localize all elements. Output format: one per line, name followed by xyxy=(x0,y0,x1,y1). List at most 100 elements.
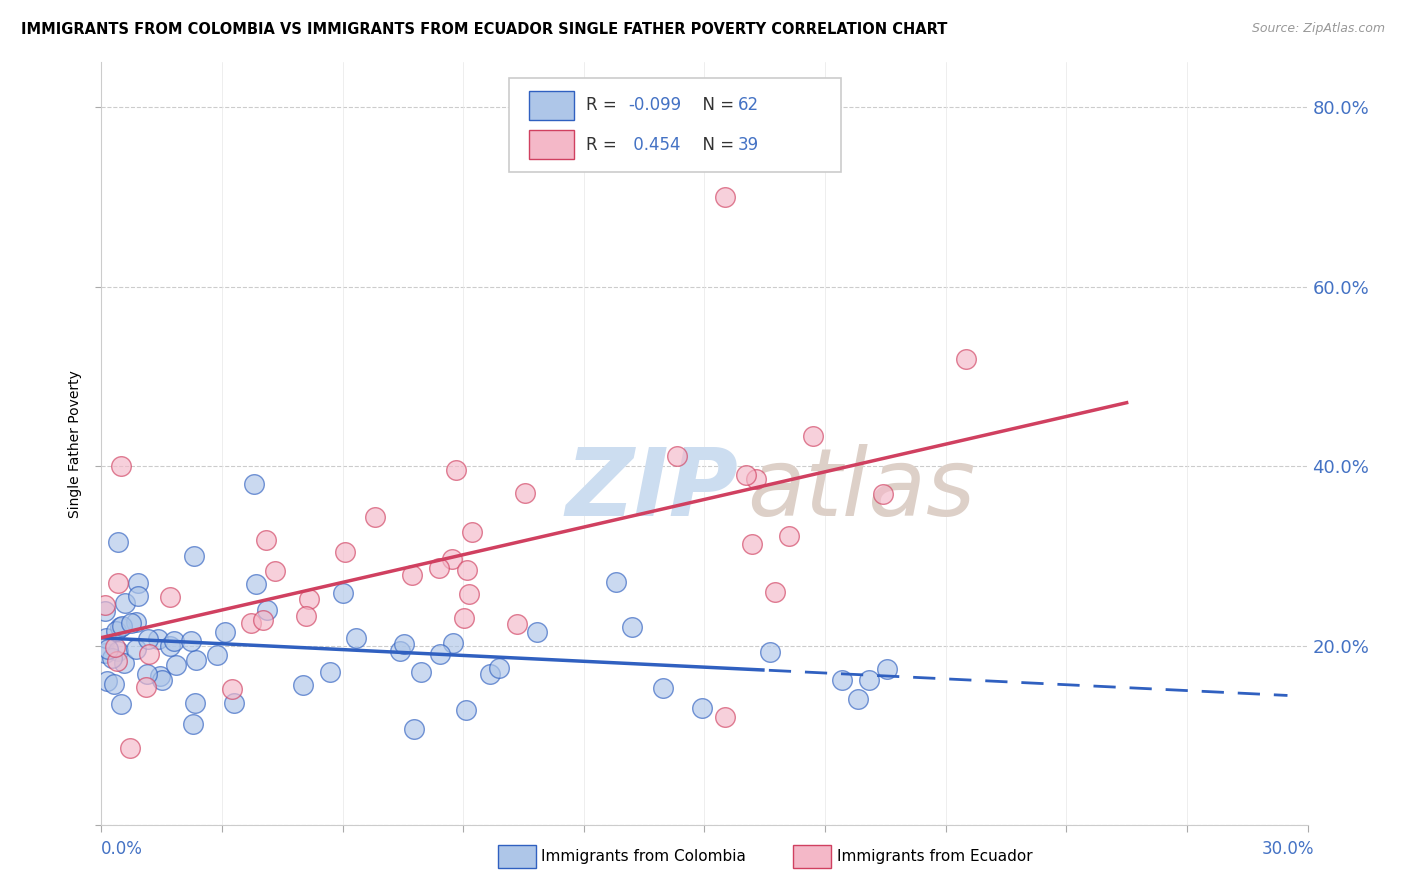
Point xyxy=(456,563,478,577)
Point xyxy=(651,681,673,696)
Text: -0.099: -0.099 xyxy=(628,96,682,114)
Point xyxy=(146,632,169,647)
Point xyxy=(148,669,170,683)
Point xyxy=(256,603,278,617)
Point xyxy=(184,697,207,711)
Point xyxy=(105,624,128,639)
Point xyxy=(181,717,204,731)
Text: ZIP: ZIP xyxy=(565,443,738,535)
Point xyxy=(444,463,467,477)
Point xyxy=(138,632,160,646)
Point xyxy=(801,429,824,443)
Point xyxy=(135,681,157,695)
Point xyxy=(453,611,475,625)
Point xyxy=(344,631,367,645)
Point xyxy=(120,615,142,630)
Point xyxy=(858,673,880,687)
Point xyxy=(125,615,148,629)
Point xyxy=(294,608,316,623)
Point xyxy=(243,477,266,491)
Point xyxy=(778,529,800,543)
Point xyxy=(605,575,627,590)
Text: N =: N = xyxy=(692,96,740,114)
Point xyxy=(872,487,894,501)
Point xyxy=(127,575,149,590)
Point xyxy=(112,656,135,670)
Point xyxy=(107,643,129,657)
Point xyxy=(136,667,159,681)
Text: Source: ZipAtlas.com: Source: ZipAtlas.com xyxy=(1251,22,1385,36)
Point xyxy=(454,703,477,717)
Point xyxy=(318,665,340,679)
Point xyxy=(479,667,502,681)
Point xyxy=(621,620,644,634)
Point xyxy=(402,722,425,736)
Point xyxy=(152,673,174,688)
Text: 39: 39 xyxy=(738,136,759,153)
Text: 30.0%: 30.0% xyxy=(1263,840,1315,858)
Point xyxy=(180,634,202,648)
Point xyxy=(392,637,415,651)
Point xyxy=(363,510,385,524)
Point xyxy=(263,564,285,578)
Point xyxy=(97,642,120,657)
Point xyxy=(735,467,758,482)
Point xyxy=(443,635,465,649)
Point xyxy=(690,701,713,715)
Point xyxy=(759,644,782,658)
Point xyxy=(713,190,735,204)
Point xyxy=(107,575,129,590)
Point xyxy=(221,682,243,697)
Point xyxy=(96,674,118,689)
Point xyxy=(955,351,977,366)
Point xyxy=(127,589,149,603)
Point xyxy=(118,741,141,756)
Point xyxy=(876,661,898,675)
Point xyxy=(332,585,354,599)
Point xyxy=(205,648,228,662)
Point xyxy=(107,535,129,549)
Point xyxy=(125,641,148,656)
Point xyxy=(214,625,236,640)
Point xyxy=(252,613,274,627)
Y-axis label: Single Father Poverty: Single Father Poverty xyxy=(69,370,83,517)
Point xyxy=(100,651,122,665)
Point xyxy=(741,537,763,551)
Point xyxy=(401,567,423,582)
Point xyxy=(831,673,853,687)
Text: R =: R = xyxy=(586,136,623,153)
Point xyxy=(488,661,510,675)
Point xyxy=(163,634,186,648)
Point xyxy=(526,625,548,640)
Point xyxy=(298,591,321,606)
Point xyxy=(745,472,768,486)
Point xyxy=(506,616,529,631)
Point xyxy=(240,615,263,630)
Point xyxy=(94,646,117,660)
Point xyxy=(94,604,117,618)
Point xyxy=(103,677,125,691)
Text: atlas: atlas xyxy=(747,444,974,535)
Point xyxy=(441,552,464,566)
Point xyxy=(666,449,689,463)
Point xyxy=(763,585,786,599)
Text: N =: N = xyxy=(692,136,740,153)
Text: Immigrants from Colombia: Immigrants from Colombia xyxy=(541,849,747,863)
Point xyxy=(256,533,278,547)
Point xyxy=(846,692,869,706)
Point xyxy=(110,459,132,474)
Text: 0.0%: 0.0% xyxy=(101,840,143,858)
Point xyxy=(110,698,132,712)
Text: 62: 62 xyxy=(738,96,759,114)
Point xyxy=(222,696,245,710)
Point xyxy=(333,545,356,559)
Point xyxy=(183,549,205,563)
Point xyxy=(245,576,267,591)
Point xyxy=(165,658,187,673)
Point xyxy=(186,653,208,667)
Point xyxy=(159,590,181,604)
Point xyxy=(110,618,132,632)
Text: R =: R = xyxy=(586,96,623,114)
Point xyxy=(114,596,136,610)
Point xyxy=(429,647,451,661)
